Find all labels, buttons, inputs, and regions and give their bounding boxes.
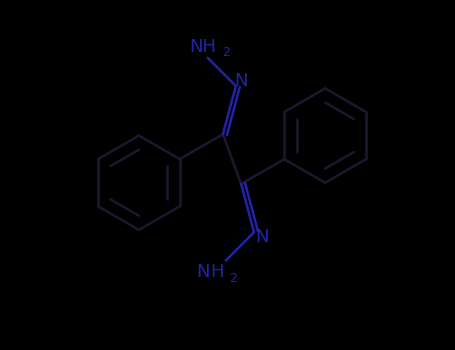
Text: N: N <box>255 228 269 246</box>
Text: N: N <box>235 72 248 90</box>
Text: 2: 2 <box>222 46 230 59</box>
Text: NH: NH <box>190 38 217 56</box>
Text: N: N <box>197 263 210 281</box>
Text: H: H <box>210 263 223 281</box>
Text: 2: 2 <box>229 272 237 285</box>
